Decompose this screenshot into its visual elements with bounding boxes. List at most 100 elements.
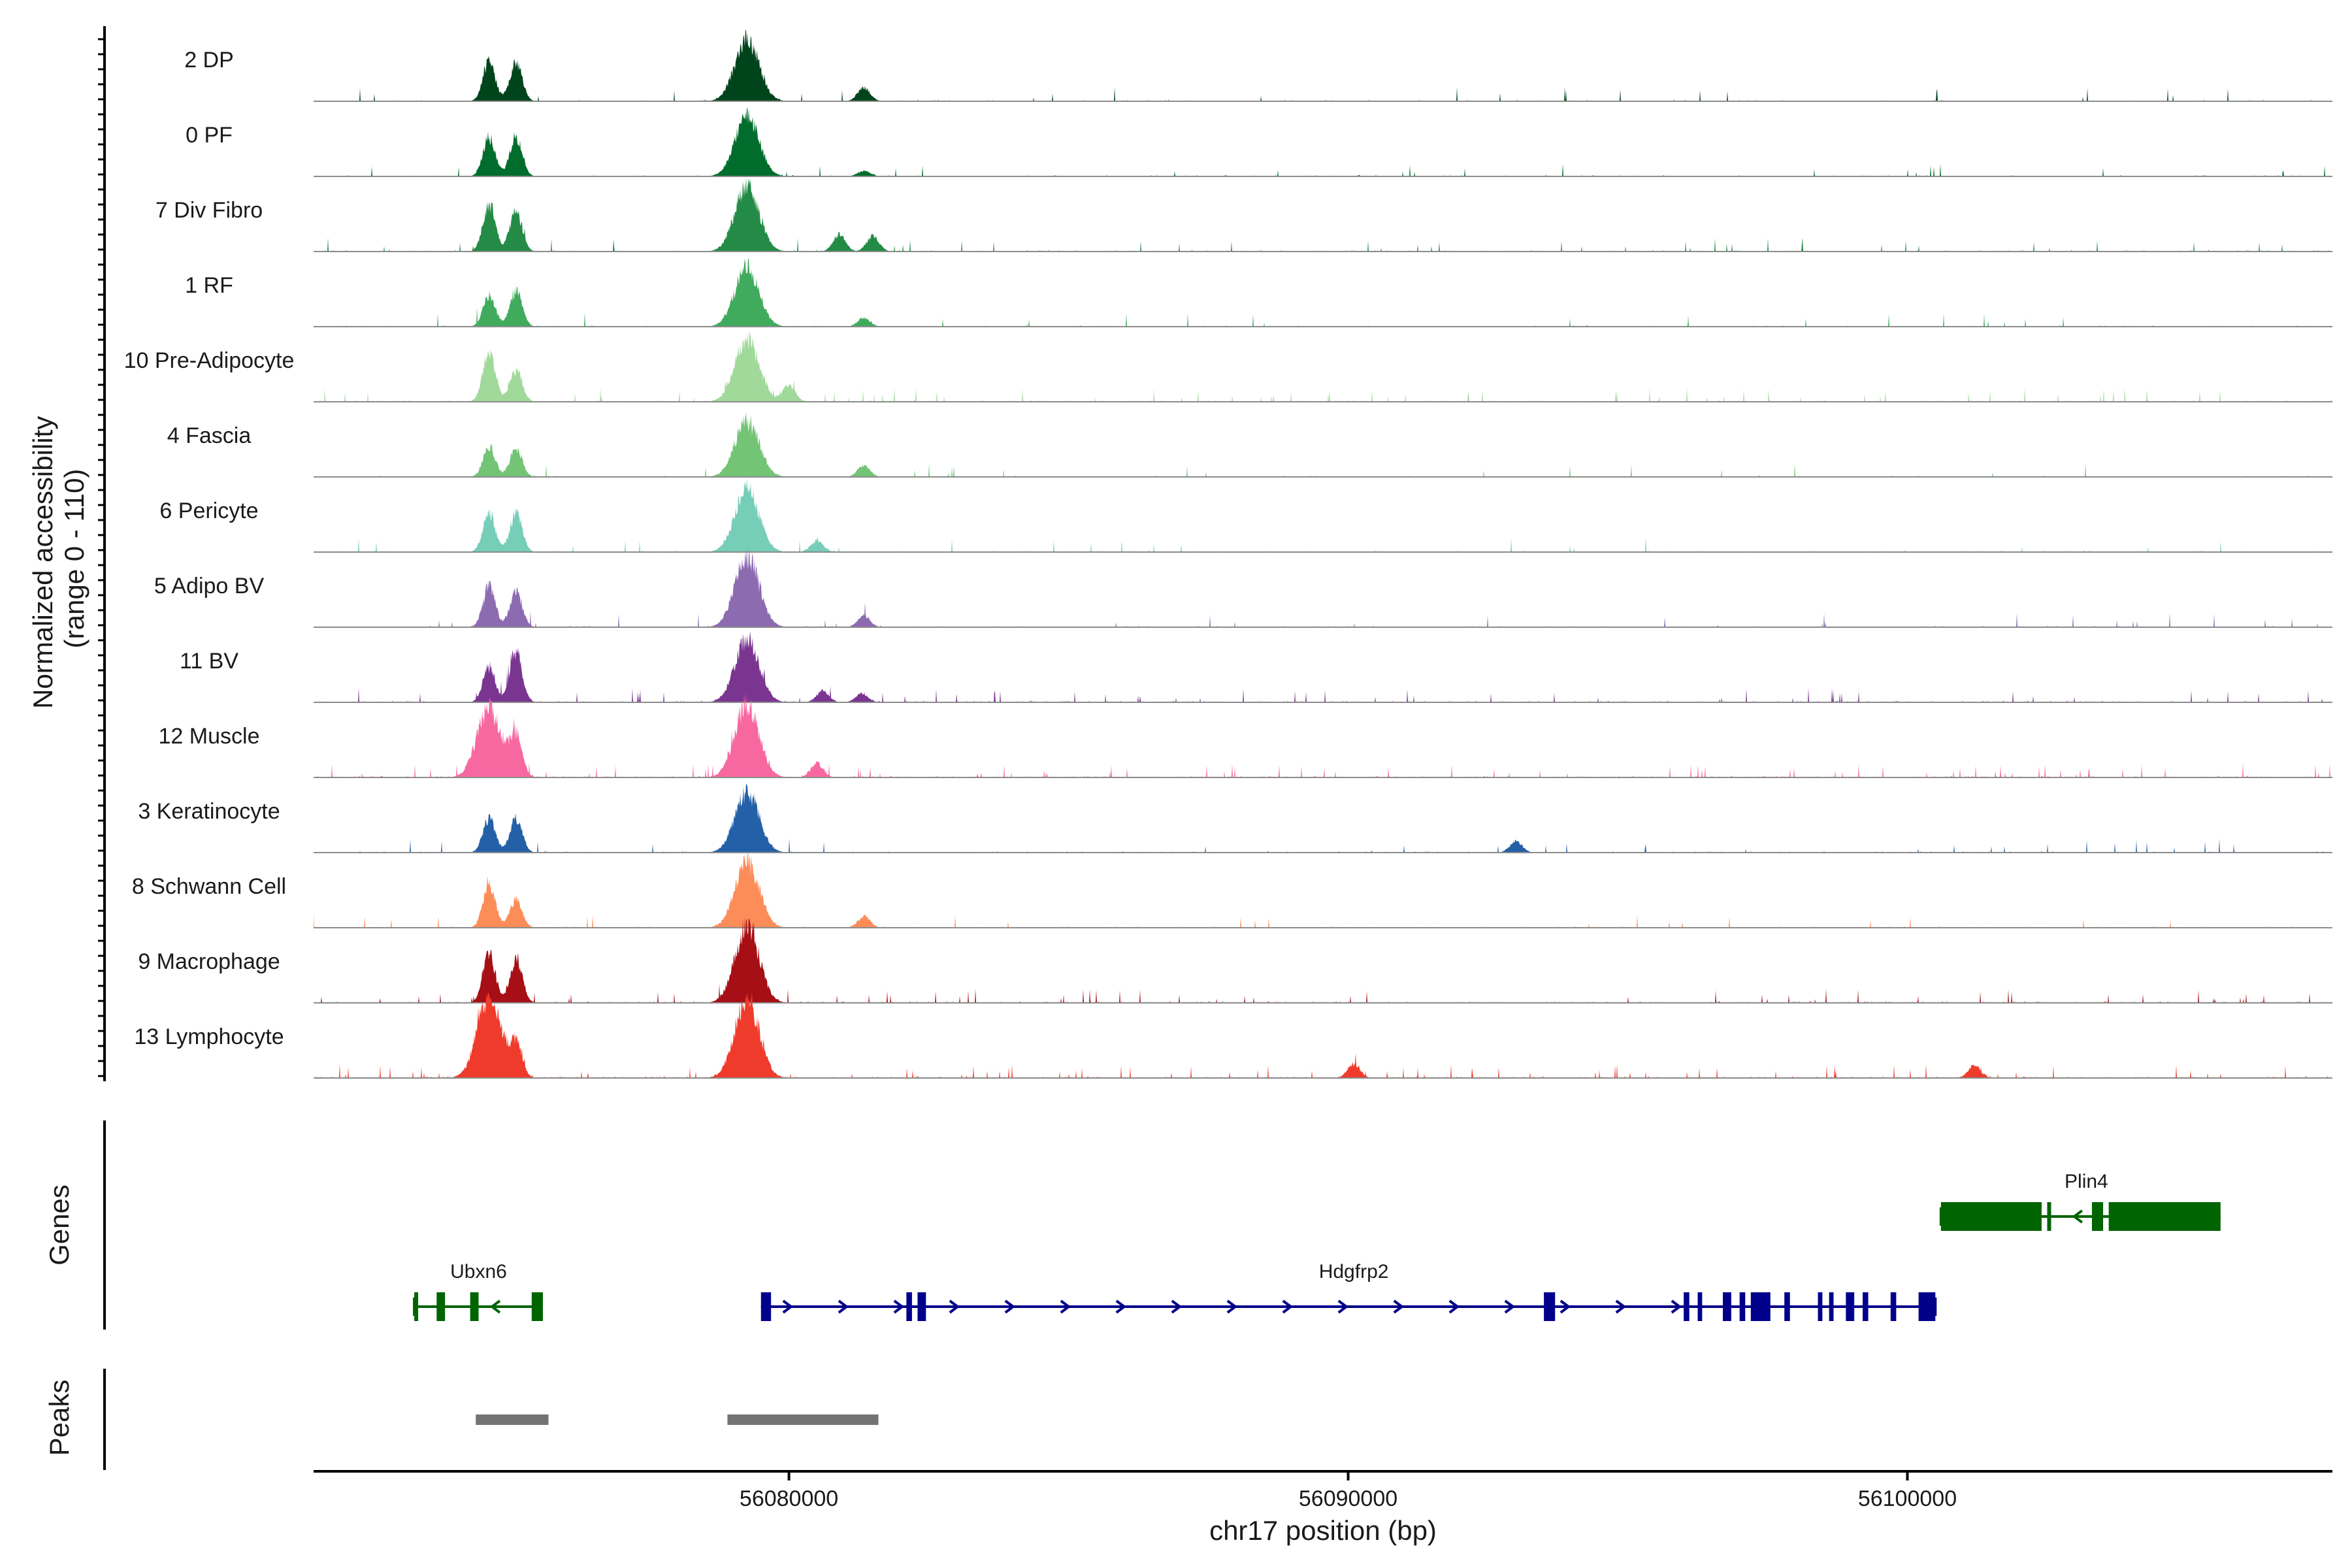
y-axis-title-line1: Normalized accessibility: [27, 416, 58, 709]
track-label: 11 BV: [180, 649, 238, 674]
coverage-track: 8 Schwann Cell: [132, 853, 2332, 928]
track-label: 10 Pre-Adipocyte: [124, 348, 295, 373]
y-axis-title: Normalized accessibility (range 0 - 110): [27, 408, 90, 709]
track-label: 3 Keratinocyte: [138, 799, 280, 824]
coverage-area: [314, 107, 2332, 176]
coverage-area: [314, 693, 2332, 777]
exon: [760, 1292, 772, 1321]
coverage-track: 12 Muscle: [159, 693, 2332, 778]
gene-label: Plin4: [2065, 1171, 2108, 1192]
exon: [414, 1292, 419, 1321]
gene-annotations: Plin4 Ubxn6 Hdgfrp2: [413, 1171, 2221, 1321]
track-label: 12 Muscle: [159, 724, 260, 749]
x-axis-ticks: 56080000 56090000 56100000: [740, 1471, 1957, 1511]
strand-arrow: [1504, 1299, 1516, 1314]
track-label: 2 DP: [184, 48, 234, 73]
exon: [906, 1292, 912, 1321]
coverage-area: [314, 331, 2332, 402]
strand-arrow: [1004, 1299, 1016, 1314]
exon: [1684, 1292, 1690, 1321]
coverage-track: 6 Pericyte: [159, 478, 2332, 553]
coverage-track: 3 Keratinocyte: [138, 783, 2332, 853]
coverage-track: 0 PF: [186, 107, 2332, 177]
track-label: 13 Lymphocyte: [134, 1024, 284, 1049]
coverage-track: 5 Adipo BV: [154, 547, 2332, 628]
exon: [531, 1292, 543, 1321]
genes-panel-label: Genes: [44, 1184, 74, 1266]
strand-arrow: [1615, 1299, 1627, 1314]
exon: [2091, 1202, 2104, 1231]
strand-arrow: [1393, 1299, 1405, 1314]
coverage-track: 10 Pre-Adipocyte: [124, 331, 2332, 402]
peaks-panel-label: Peaks: [44, 1380, 74, 1456]
exon: [1818, 1292, 1823, 1321]
peak-regions: [476, 1414, 879, 1425]
coverage-track: 7 Div Fibro: [155, 176, 2332, 252]
coverage-area: [314, 29, 2332, 102]
exon: [1918, 1292, 1936, 1321]
strand-arrow: [1226, 1299, 1238, 1314]
strand-arrow: [1060, 1299, 1071, 1314]
gene-label: Ubxn6: [450, 1261, 507, 1282]
exon: [1846, 1292, 1855, 1321]
track-label: 6 Pericyte: [159, 498, 258, 523]
coverage-tracks: 2 DP 0 PF 7 Div Fibro 1 RF 10 Pre-Adipocyte 4…: [124, 29, 2332, 1079]
strand-arrow: [1671, 1299, 1682, 1314]
exon: [2108, 1202, 2221, 1231]
strand-arrow: [489, 1299, 501, 1314]
coverage-area: [314, 547, 2332, 627]
strand-arrow: [2072, 1209, 2083, 1224]
y-axis-title-line2: (range 0 - 110): [59, 469, 90, 649]
strand-arrow: [838, 1299, 849, 1314]
strand-arrow: [1115, 1299, 1127, 1314]
exon: [1940, 1202, 2042, 1231]
track-label: 1 RF: [185, 273, 233, 298]
exon: [1697, 1292, 1703, 1321]
coverage-area: [314, 917, 2332, 1003]
exon: [436, 1292, 446, 1321]
exon: [1750, 1292, 1771, 1321]
exon: [1862, 1292, 1869, 1321]
track-label: 0 PF: [186, 123, 233, 148]
left-axis: [98, 26, 106, 1081]
strand-arrow: [893, 1299, 905, 1314]
gene-ubxn6: Ubxn6: [413, 1261, 543, 1321]
coverage-area: [314, 783, 2332, 853]
coverage-area: [314, 631, 2332, 702]
exon: [1544, 1292, 1556, 1321]
strand-arrow: [1282, 1299, 1294, 1314]
strand-arrow: [782, 1299, 794, 1314]
x-tick-label: 56090000: [1299, 1486, 1397, 1511]
track-label: 7 Div Fibro: [155, 198, 263, 223]
exon: [1890, 1292, 1897, 1321]
exon: [470, 1292, 479, 1321]
x-axis-title: chr17 position (bp): [1209, 1515, 1437, 1546]
strand-arrow: [1337, 1299, 1349, 1314]
exon: [917, 1292, 926, 1321]
peak-region: [727, 1414, 879, 1425]
coverage-area: [314, 478, 2332, 552]
coverage-track: 1 RF: [185, 258, 2332, 327]
exon: [1723, 1292, 1731, 1321]
track-label: 5 Adipo BV: [154, 574, 265, 598]
track-label: 9 Macrophage: [138, 949, 280, 974]
strand-arrow: [949, 1299, 960, 1314]
x-tick-label: 56080000: [740, 1486, 838, 1511]
coverage-track: 11 BV: [180, 631, 2332, 703]
exon: [1739, 1292, 1746, 1321]
coverage-area: [314, 412, 2332, 477]
coverage-track: 9 Macrophage: [138, 917, 2332, 1004]
strand-arrow: [1448, 1299, 1460, 1314]
gene-hdgfrp2: Hdgfrp2: [760, 1261, 1937, 1321]
coverage-area: [314, 258, 2332, 327]
coverage-track: 2 DP: [184, 29, 2332, 102]
x-tick-label: 56100000: [1858, 1486, 1957, 1511]
coverage-area: [314, 853, 2332, 928]
coverage-area: [314, 176, 2332, 252]
peak-region: [476, 1414, 549, 1425]
exon: [2047, 1202, 2051, 1231]
coverage-area: [314, 992, 2332, 1078]
coverage-track: 4 Fascia: [167, 412, 2332, 478]
